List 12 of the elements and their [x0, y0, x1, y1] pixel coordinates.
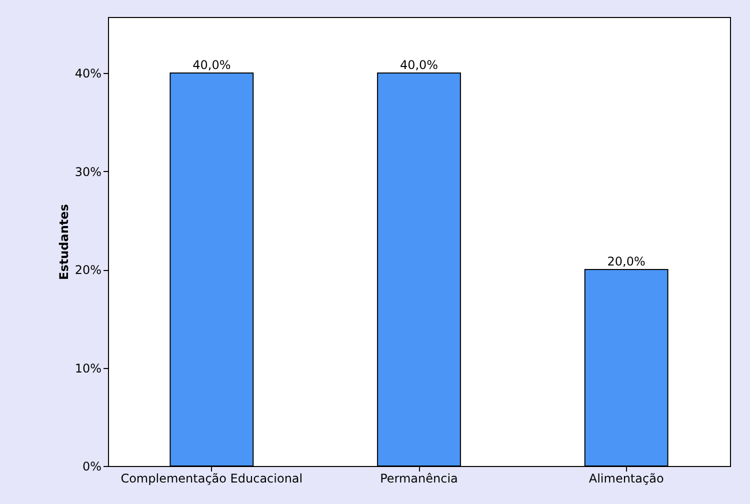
- data-label: 40,0%: [192, 58, 231, 72]
- y-tick-label: 40%: [74, 66, 102, 80]
- x-tick-label: Alimentação: [588, 472, 664, 486]
- data-label: 40,0%: [400, 58, 438, 72]
- data-label: 20,0%: [607, 254, 646, 268]
- y-tick-label: 30%: [74, 164, 102, 179]
- x-tick-label: Permanência: [380, 472, 458, 486]
- y-axis-title: Estudantes: [56, 204, 71, 280]
- y-tick-label: 0%: [82, 460, 102, 474]
- x-tick-label: Complementação Educacional: [120, 472, 303, 486]
- y-tick-label: 10%: [74, 361, 102, 376]
- y-tick-label: 20%: [74, 263, 102, 277]
